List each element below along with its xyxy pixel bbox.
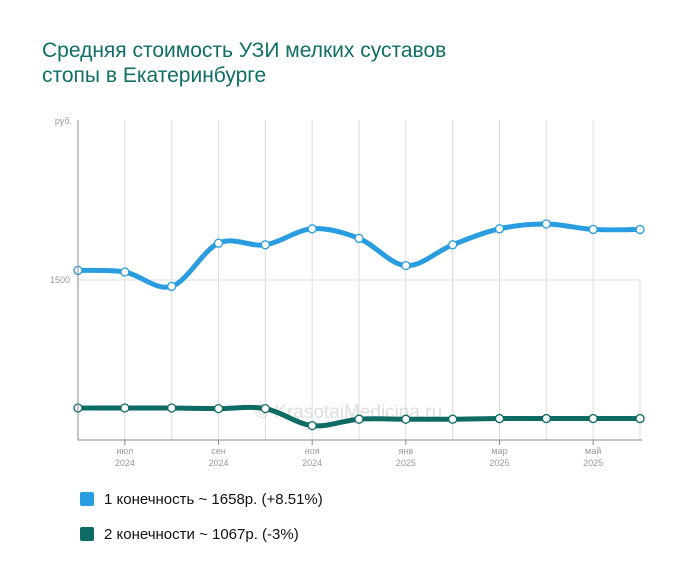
series-2-point[interactable]	[307, 420, 317, 431]
y-tick-label: 1500	[50, 275, 70, 285]
legend-label-series-2: 2 конечности ~ 1067р. (-3%)	[104, 525, 299, 543]
legend-item-series-1[interactable]: 1 конечность ~ 1658р. (+8.51%)	[80, 489, 323, 509]
series-2-point[interactable]	[213, 403, 224, 414]
x-tick-label-month: мар	[491, 446, 507, 456]
series-1-point[interactable]	[167, 281, 177, 292]
x-tick-label-year: 2024	[208, 458, 228, 468]
legend-label-series-1: 1 конечность ~ 1658р. (+8.51%)	[104, 490, 323, 508]
series-1-point[interactable]	[635, 224, 645, 235]
series-1-point[interactable]	[448, 240, 458, 250]
x-tick-label-month: июл	[116, 446, 133, 456]
x-tick-label-year: 2024	[302, 458, 322, 468]
x-tick-label-year: 2025	[583, 458, 603, 468]
x-axis-ticks: июл 2024 сен 2024 ноя 2024 янв 2025 мар 2025 май 20…	[115, 440, 603, 468]
legend-item-series-2[interactable]: 2 конечности ~ 1067р. (-3%)	[80, 524, 323, 544]
series-2-point[interactable]	[541, 413, 551, 424]
series-1-point[interactable]	[354, 233, 364, 244]
series-1-point[interactable]	[588, 224, 598, 235]
series-2-point[interactable]	[354, 414, 364, 424]
x-tick-label-month: май	[585, 446, 601, 456]
x-tick-label-year: 2025	[396, 458, 416, 468]
x-tick-label-year: 2025	[489, 458, 509, 468]
x-tick-label-month: сен	[211, 446, 226, 456]
x-tick-label-year: 2024	[115, 458, 135, 468]
series-2-point[interactable]	[401, 414, 411, 424]
data-points	[73, 219, 645, 431]
chart-title-line-2: стопы в Екатеринбурге	[42, 64, 267, 87]
series-1-point[interactable]	[213, 238, 224, 248]
series-1-point[interactable]	[120, 267, 130, 277]
series-1-point[interactable]	[260, 240, 270, 250]
legend: 1 конечность ~ 1658р. (+8.51%) 2 конечно…	[80, 489, 323, 559]
chart-title: Средняя стоимость УЗИ мелких суставов ст…	[42, 38, 642, 88]
series-2-point[interactable]	[120, 403, 130, 413]
series-2-point[interactable]	[494, 413, 505, 424]
chart-title-line-1: Средняя стоимость УЗИ мелких суставов	[42, 39, 447, 62]
x-tick-label-month: янв	[399, 446, 414, 456]
grid-lines	[78, 120, 641, 440]
y-axis-unit-label: руб.	[55, 116, 72, 126]
series-2-point[interactable]	[167, 403, 177, 413]
series-1-point[interactable]	[541, 219, 551, 229]
y-axis-ticks: 1500	[50, 275, 70, 285]
series-2-point[interactable]	[448, 414, 458, 424]
series-1-point[interactable]	[401, 260, 411, 271]
x-tick-label-month: ноя	[305, 446, 320, 456]
series-2-point[interactable]	[635, 413, 645, 424]
series-1-point[interactable]	[494, 224, 505, 234]
series-2-point[interactable]	[260, 403, 270, 414]
series-2-point[interactable]	[588, 413, 598, 424]
legend-swatch-series-1	[80, 492, 94, 506]
series-1-point[interactable]	[307, 224, 317, 234]
legend-swatch-series-2	[80, 527, 94, 541]
